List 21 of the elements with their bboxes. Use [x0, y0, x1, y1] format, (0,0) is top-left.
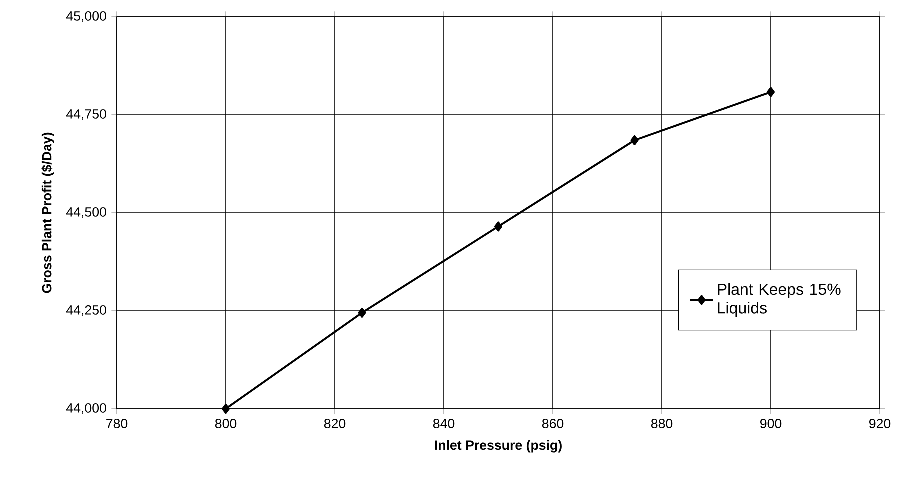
- y-axis-title: Gross Plant Profit ($/Day): [42, 132, 54, 294]
- x-tick-label: 840: [433, 419, 455, 428]
- point: [767, 87, 776, 98]
- x-tick-label: 900: [760, 419, 782, 428]
- y-tick-label: 45,000: [66, 11, 106, 23]
- x-tick-label: 800: [215, 419, 237, 428]
- point: [358, 308, 366, 318]
- point: [630, 135, 639, 146]
- x-tick-label: 860: [542, 419, 564, 428]
- x-axis-title: Inlet Pressure (psig): [435, 440, 562, 453]
- x-tick-label: 780: [106, 419, 128, 428]
- legend-label: Plant Keeps 15% Liquids: [718, 283, 841, 318]
- x-tick-label: 820: [324, 419, 346, 428]
- y-tick-label: 44,500: [66, 207, 106, 219]
- y-tick-label: 44,250: [66, 305, 106, 317]
- x-tick-label: 880: [651, 419, 673, 428]
- y-tick-label: 44,750: [66, 109, 106, 121]
- y-tick-label: 44,000: [66, 403, 106, 415]
- point: [494, 222, 503, 232]
- x-tick-label: 920: [870, 419, 891, 428]
- point: [222, 404, 230, 414]
